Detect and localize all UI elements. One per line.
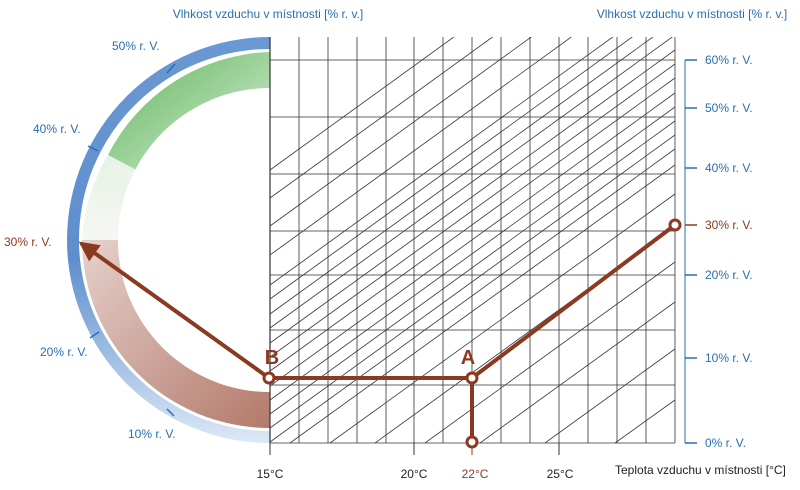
node-b xyxy=(262,371,276,385)
scale-label-30: 30% r. V. xyxy=(705,218,753,232)
path-arrow xyxy=(78,241,271,380)
scale-label-10: 10% r. V. xyxy=(705,351,753,365)
right-humidity-scale: 60% r. V. 50% r. V. 40% r. V. 30% r. V. … xyxy=(684,53,753,450)
ring-label-10: 10% r. V. xyxy=(128,427,176,441)
temperature-axis: 15°C 20°C 22°C 25°C Teplota vzduchu v mí… xyxy=(257,443,786,481)
ring-mask xyxy=(118,88,270,392)
right-humidity-title: Vlhkost vzduchu v místnosti [% r. v.] xyxy=(597,7,788,21)
scale-label-50: 50% r. V. xyxy=(705,101,753,115)
humidity-ring xyxy=(67,37,270,443)
point-a-label: A xyxy=(461,347,475,369)
x-tick-22: 22°C xyxy=(462,467,489,481)
point-b-label: B xyxy=(265,347,279,369)
ring-label-50: 50% r. V. xyxy=(112,39,160,53)
node-start xyxy=(465,435,479,449)
scale-label-0: 0% r. V. xyxy=(705,436,746,450)
ring-label-40: 40% r. V. xyxy=(33,122,81,136)
x-tick-25: 25°C xyxy=(547,467,574,481)
humidity-path xyxy=(78,223,677,444)
diagonal-lines xyxy=(270,37,675,443)
node-30 xyxy=(668,218,682,232)
ring-labels: 50% r. V. 40% r. V. 30% r. V. 20% r. V. … xyxy=(4,39,176,441)
x-axis-label: Teplota vzduchu v místnosti [°C] xyxy=(615,463,786,477)
path-diagonal xyxy=(470,223,677,380)
left-humidity-title: Vlhkost vzduchu v místnosti [% r. v.] xyxy=(173,7,364,21)
scale-label-20: 20% r. V. xyxy=(705,268,753,282)
x-tick-15: 15°C xyxy=(257,467,284,481)
node-a xyxy=(465,371,479,385)
ring-pale-segment xyxy=(82,155,140,240)
x-tick-20: 20°C xyxy=(401,467,428,481)
ring-label-30: 30% r. V. xyxy=(4,235,52,249)
ring-label-20: 20% r. V. xyxy=(40,345,88,359)
path-nodes xyxy=(262,218,682,449)
scale-label-40: 40% r. V. xyxy=(705,161,753,175)
scale-label-60: 60% r. V. xyxy=(705,53,753,67)
